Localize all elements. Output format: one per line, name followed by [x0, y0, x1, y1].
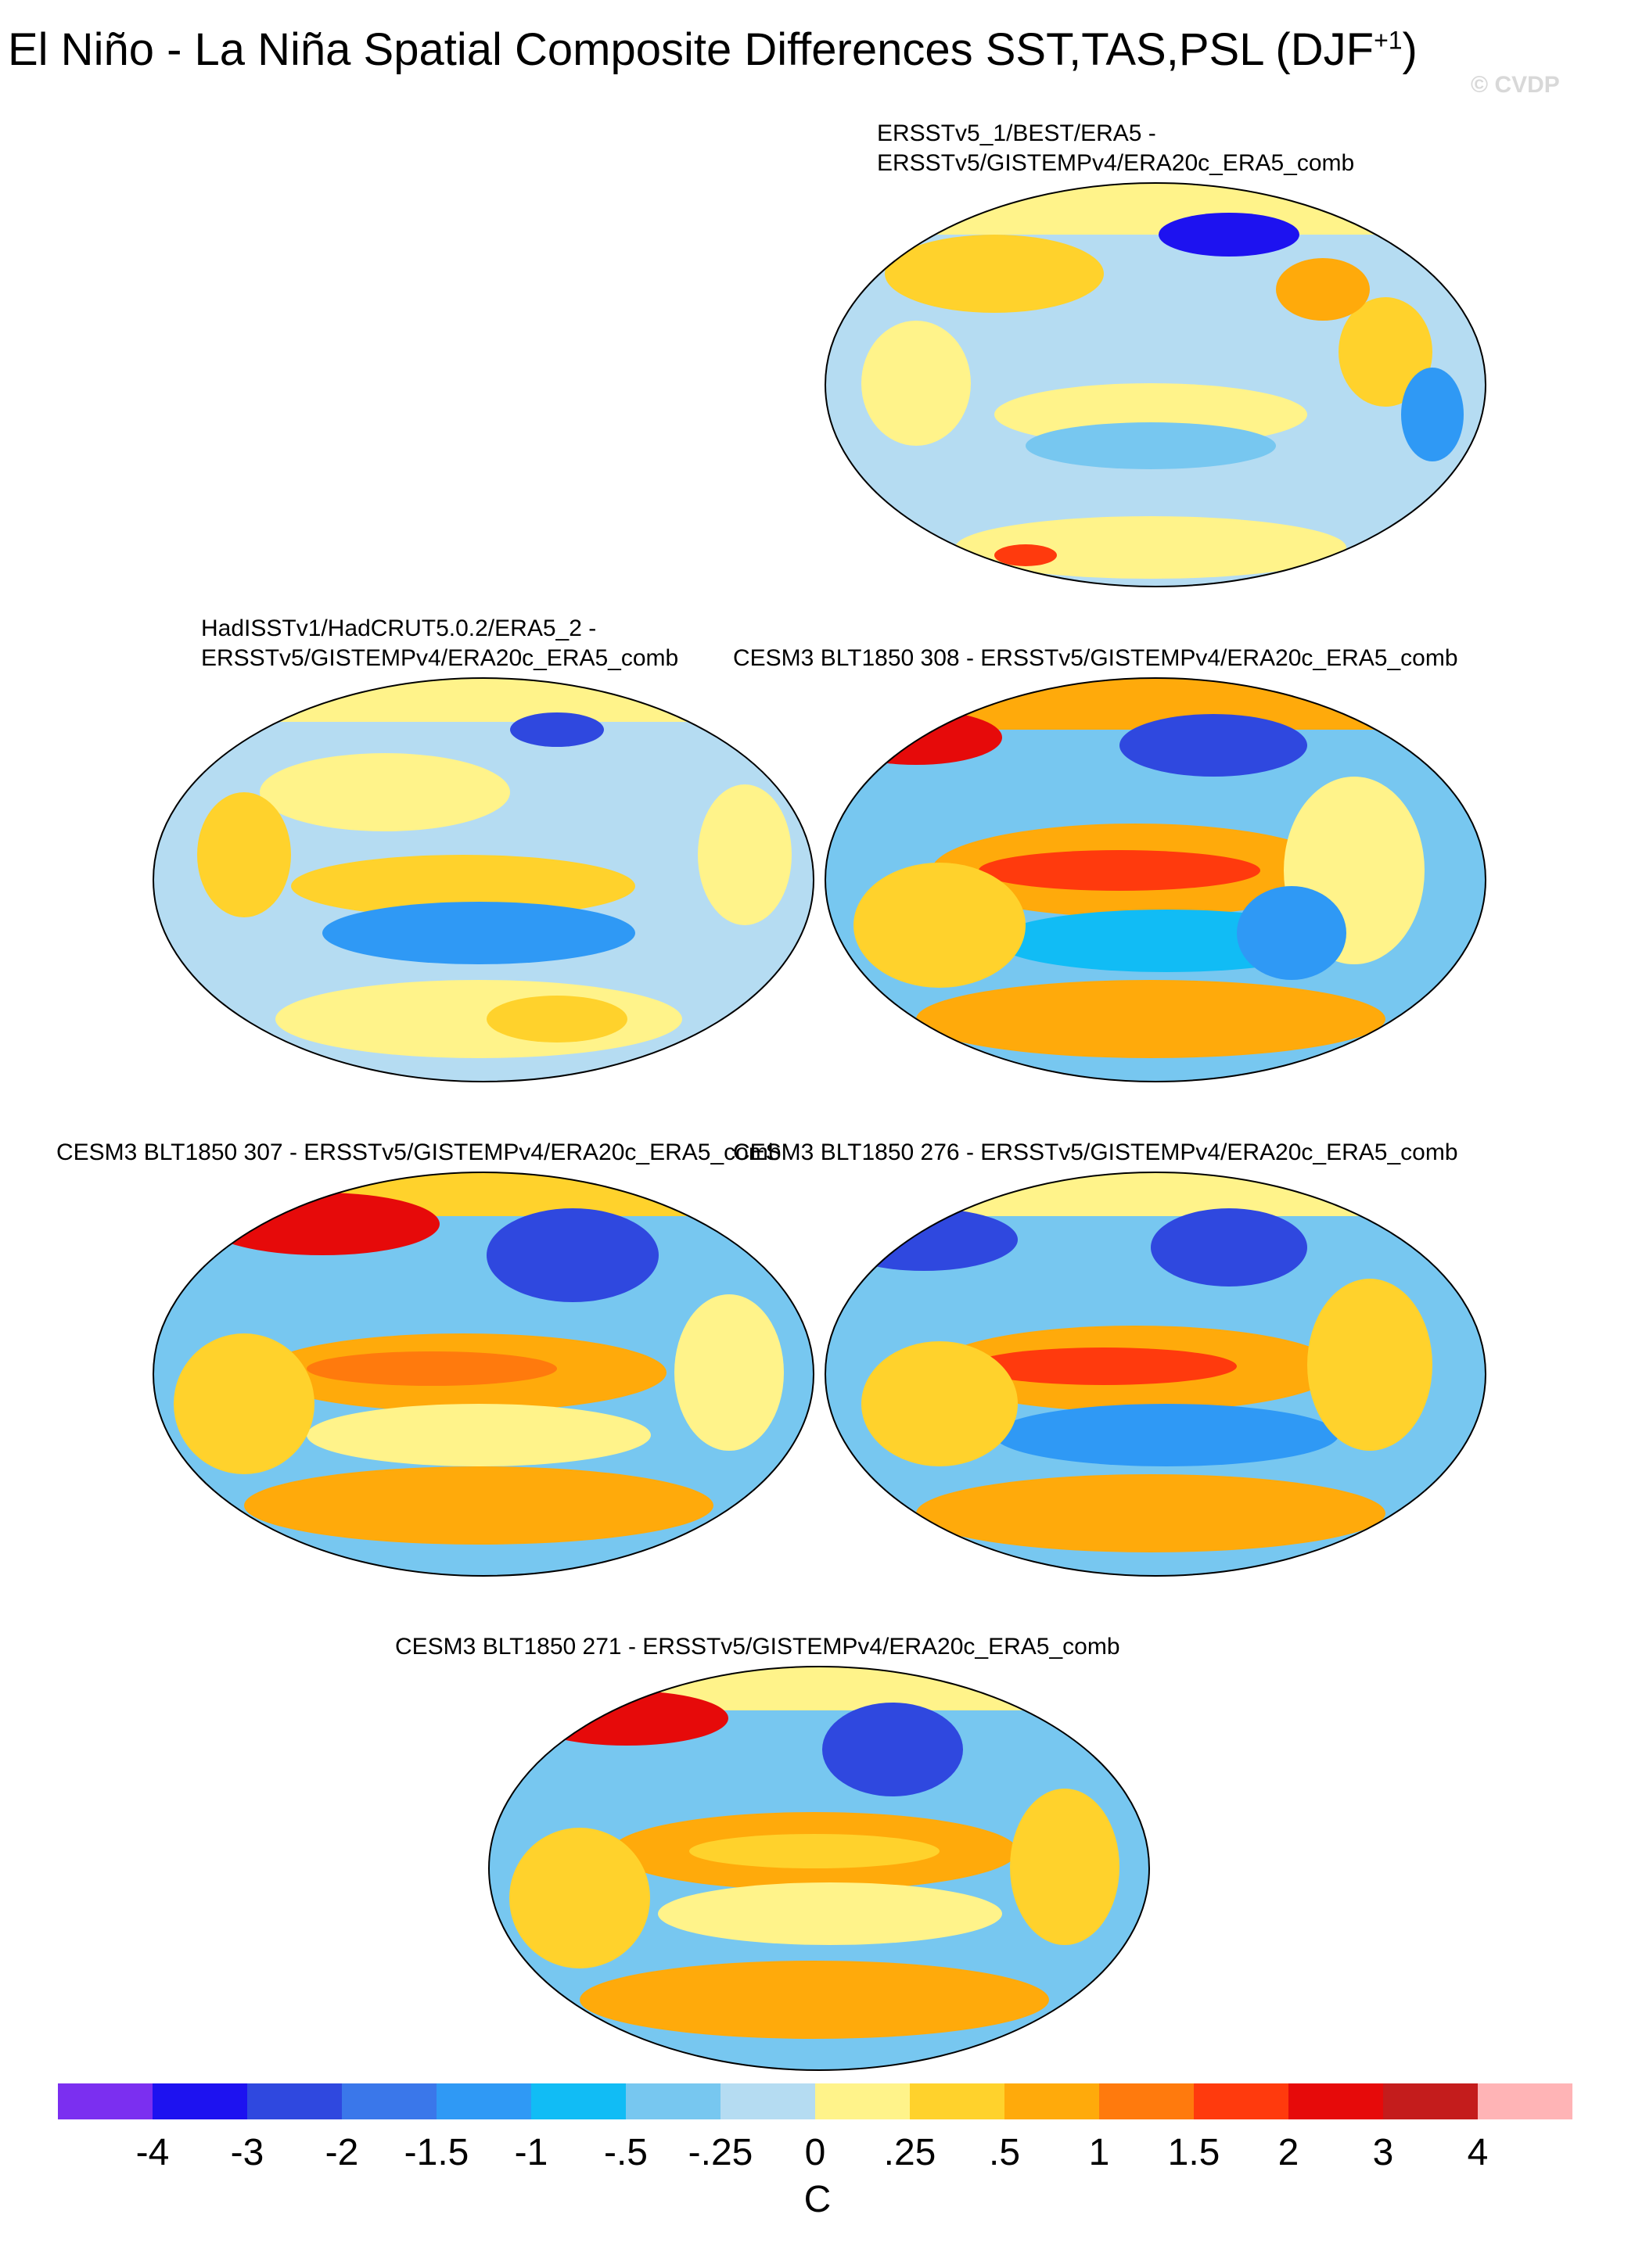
map-panel-1	[825, 182, 1486, 587]
colorbar-tick-label: .25	[883, 2132, 936, 2173]
map-panel-6	[488, 1666, 1150, 2071]
colorbar-tick-label: -2	[325, 2132, 359, 2173]
colorbar-tick-label: 1	[1088, 2132, 1110, 2173]
panel-1-label: ERSSTv5_1/BEST/ERA5 - ERSSTv5/GISTEMPv4/E…	[877, 120, 1355, 176]
colorbar-swatch	[626, 2083, 720, 2119]
colorbar-tick-label: -4	[135, 2132, 170, 2173]
colorbar-swatch	[1099, 2083, 1194, 2119]
colorbar-tick-label: 4	[1467, 2132, 1489, 2173]
colorbar-swatch	[531, 2083, 626, 2119]
colorbar-swatch	[910, 2083, 1004, 2119]
panel-4-label: CESM3 BLT1850 307 - ERSSTv5/GISTEMPv4/ER…	[56, 1139, 782, 1165]
colorbar-unit: C	[803, 2179, 832, 2220]
colorbar-tick-label: 0	[804, 2132, 826, 2173]
colorbar-swatch	[1194, 2083, 1288, 2119]
colorbar-tick-label: 1.5	[1167, 2132, 1220, 2173]
colorbar-tick-label: -1	[514, 2132, 548, 2173]
colorbar-swatch	[720, 2083, 815, 2119]
colorbar	[58, 2083, 1572, 2119]
colorbar-tick-label: -3	[230, 2132, 264, 2173]
cvdp-watermark: © CVDP	[1471, 72, 1560, 98]
map-panel-3	[825, 677, 1486, 1082]
colorbar-tick-label: -.25	[688, 2132, 753, 2173]
colorbar-swatch	[247, 2083, 342, 2119]
colorbar-swatch	[58, 2083, 153, 2119]
map-panel-4	[153, 1172, 814, 1577]
colorbar-tick-label: .5	[988, 2132, 1021, 2173]
panel-5-label: CESM3 BLT1850 276 - ERSSTv5/GISTEMPv4/ER…	[733, 1139, 1458, 1165]
colorbar-swatch	[1383, 2083, 1478, 2119]
colorbar-swatch	[153, 2083, 247, 2119]
colorbar-swatch	[1004, 2083, 1099, 2119]
colorbar-tick-label: -1.5	[404, 2132, 469, 2173]
colorbar-swatch	[815, 2083, 910, 2119]
colorbar-tick-label: 3	[1372, 2132, 1394, 2173]
figure-title: El Niño - La Niña Spatial Composite Diff…	[8, 24, 1418, 75]
map-panel-2	[153, 677, 814, 1082]
panel-2-label: HadISSTv1/HadCRUT5.0.2/ERA5_2 - ERSSTv5/G…	[201, 615, 679, 671]
colorbar-swatch	[437, 2083, 531, 2119]
colorbar-swatch	[1288, 2083, 1383, 2119]
colorbar-swatch	[1478, 2083, 1572, 2119]
colorbar-swatch	[342, 2083, 437, 2119]
colorbar-tick-label: -.5	[603, 2132, 648, 2173]
panel-6-label: CESM3 BLT1850 271 - ERSSTv5/GISTEMPv4/ER…	[395, 1634, 1120, 1660]
map-panel-5	[825, 1172, 1486, 1577]
colorbar-tick-label: 2	[1277, 2132, 1299, 2173]
panel-3-label: CESM3 BLT1850 308 - ERSSTv5/GISTEMPv4/ER…	[733, 645, 1458, 671]
